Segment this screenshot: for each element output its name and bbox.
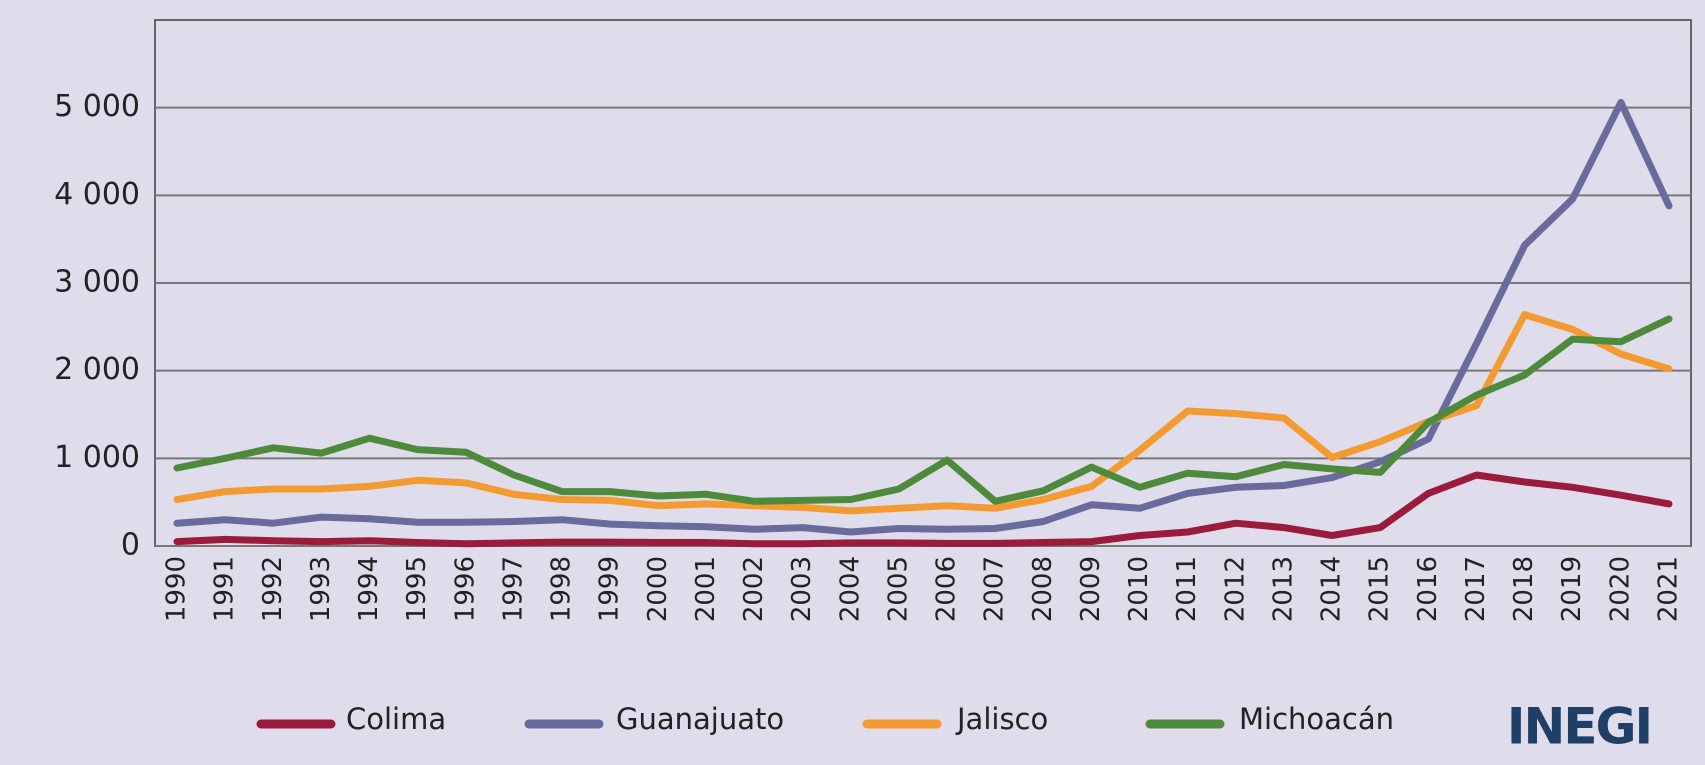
x-tick-label: 2004 (835, 556, 865, 622)
series-line (173, 311, 1673, 515)
x-tick-label: 2010 (1124, 556, 1154, 622)
x-tick-label: 1991 (210, 556, 240, 622)
x-tick-label: 1997 (498, 556, 528, 622)
legend-label: Michoacán (1239, 702, 1394, 736)
x-tick-label: 1992 (258, 556, 288, 622)
legend-label: Guanajuato (616, 702, 784, 736)
x-tick-label: 1994 (354, 556, 384, 622)
x-tick-label: 2014 (1317, 556, 1347, 622)
x-tick-label: 2007 (980, 556, 1010, 622)
x-tick-label: 2016 (1413, 556, 1443, 622)
x-tick-label: 2020 (1605, 556, 1635, 622)
x-tick-label: 2002 (739, 556, 769, 622)
x-tick-label: 1999 (595, 556, 625, 622)
x-tick-label: 2018 (1509, 556, 1539, 622)
y-tick-label: 3 000 (54, 265, 140, 300)
x-tick-label: 2015 (1365, 556, 1395, 622)
logo: INEGI (1507, 698, 1651, 756)
x-tick-label: 1995 (402, 556, 432, 622)
x-tick-label: 2013 (1268, 556, 1298, 622)
x-tick-label: 2000 (643, 556, 673, 622)
x-tick-label: 2005 (883, 556, 913, 622)
y-tick-label: 0 (121, 528, 140, 563)
series-line (173, 98, 1673, 536)
x-tick-label: 2003 (787, 556, 817, 622)
x-tick-label: 1996 (450, 556, 480, 622)
x-tick-label: 1993 (306, 556, 336, 622)
x-tick-label: 1990 (162, 556, 192, 622)
x-tick-label: 2001 (691, 556, 721, 622)
legend-label: Jalisco (955, 702, 1048, 736)
x-tick-label: 2019 (1557, 556, 1587, 622)
x-tick-label: 1998 (547, 556, 577, 622)
x-tick-label: 2011 (1172, 556, 1202, 622)
y-tick-label: 5 000 (54, 89, 140, 124)
y-tick-label: 4 000 (54, 177, 140, 212)
x-tick-label: 2008 (1028, 556, 1058, 622)
x-tick-label: 2017 (1461, 556, 1491, 622)
legend-label: Colima (346, 702, 446, 736)
x-tick-label: 2012 (1220, 556, 1250, 622)
x-tick-label: 2006 (932, 556, 962, 622)
y-tick-label: 2 000 (54, 352, 140, 387)
x-tick-label: 2009 (1076, 556, 1106, 622)
series-line (173, 315, 1673, 505)
series-line (173, 471, 1673, 548)
y-tick-label: 1 000 (54, 440, 140, 475)
x-tick-label: 2021 (1654, 556, 1684, 622)
